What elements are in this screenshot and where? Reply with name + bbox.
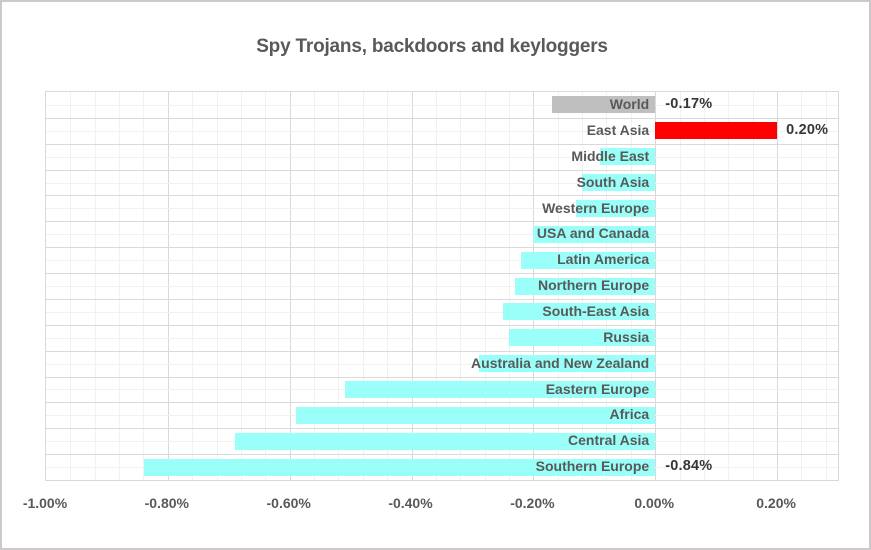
bar bbox=[344, 381, 656, 398]
minor-gridline bbox=[46, 131, 838, 132]
bar bbox=[576, 199, 656, 217]
bar bbox=[582, 174, 656, 191]
data-label: 0.20% bbox=[786, 121, 829, 138]
category-label: Middle East bbox=[571, 147, 650, 164]
minor-gridline bbox=[46, 260, 838, 261]
plot-area: World -0.17% East Asia 0.20% Middle East Sout… bbox=[45, 91, 839, 481]
x-axis: -1.00% -0.80% -0.60% -0.40% -0.20% 0.00% 0.20% bbox=[23, 480, 837, 520]
minor-gridline bbox=[46, 183, 838, 184]
bar bbox=[509, 329, 656, 347]
bar bbox=[533, 225, 656, 243]
major-gridline bbox=[46, 351, 838, 352]
category-label: South-East Asia bbox=[542, 302, 650, 319]
x-tick-label: -1.00% bbox=[22, 495, 68, 511]
data-label: -0.17% bbox=[665, 96, 713, 112]
x-tick-label: -0.20% bbox=[510, 495, 555, 511]
major-gridline bbox=[46, 299, 838, 300]
x-tick-label: -0.60% bbox=[266, 495, 311, 511]
bar bbox=[600, 148, 656, 166]
bar bbox=[515, 277, 656, 295]
category-label: Eastern Europe bbox=[545, 380, 650, 397]
major-gridline bbox=[46, 118, 838, 119]
major-gridline bbox=[46, 195, 838, 196]
major-gridline bbox=[46, 325, 838, 326]
minor-gridline bbox=[46, 105, 838, 106]
major-gridline bbox=[46, 377, 838, 378]
minor-gridline bbox=[46, 234, 838, 235]
category-label: Western Europe bbox=[542, 199, 650, 216]
x-tick-label: 0.00% bbox=[634, 495, 675, 511]
category-label: Latin America bbox=[557, 251, 650, 268]
minor-gridline bbox=[46, 338, 838, 339]
category-label: Russia bbox=[603, 328, 650, 345]
minor-gridline bbox=[46, 286, 838, 287]
category-label: Central Asia bbox=[568, 432, 650, 449]
bar bbox=[234, 432, 656, 450]
major-gridline bbox=[46, 428, 838, 429]
bar bbox=[502, 303, 656, 321]
major-gridline bbox=[46, 273, 838, 274]
data-label: -0.84% bbox=[665, 458, 713, 475]
category-label: World bbox=[609, 96, 650, 112]
minor-gridline bbox=[46, 312, 838, 313]
x-tick-label: -0.80% bbox=[144, 495, 189, 511]
minor-gridline bbox=[46, 364, 838, 365]
bar bbox=[143, 458, 656, 476]
x-tick-label: 0.20% bbox=[756, 495, 796, 511]
category-label: Australia and New Zealand bbox=[471, 354, 650, 371]
major-gridline bbox=[46, 454, 838, 455]
major-gridline bbox=[46, 170, 838, 171]
minor-gridline bbox=[46, 157, 838, 158]
category-label: Africa bbox=[609, 406, 650, 423]
category-label: Northern Europe bbox=[537, 277, 650, 294]
bar bbox=[655, 122, 777, 140]
chart-title: Spy Trojans, backdoors and keyloggers bbox=[256, 36, 608, 57]
bar bbox=[295, 406, 656, 424]
minor-gridline bbox=[46, 208, 838, 209]
major-gridline bbox=[46, 144, 838, 145]
major-gridline bbox=[46, 221, 838, 222]
major-gridline bbox=[46, 402, 838, 403]
bar bbox=[551, 96, 656, 114]
category-label: East Asia bbox=[586, 121, 650, 138]
bar bbox=[478, 355, 656, 373]
category-label: USA and Canada bbox=[536, 225, 650, 242]
category-label: South Asia bbox=[576, 173, 650, 190]
major-gridline bbox=[46, 247, 838, 248]
bar bbox=[521, 251, 656, 269]
category-label: Southern Europe bbox=[535, 458, 650, 475]
x-tick-label: -0.40% bbox=[388, 495, 433, 511]
